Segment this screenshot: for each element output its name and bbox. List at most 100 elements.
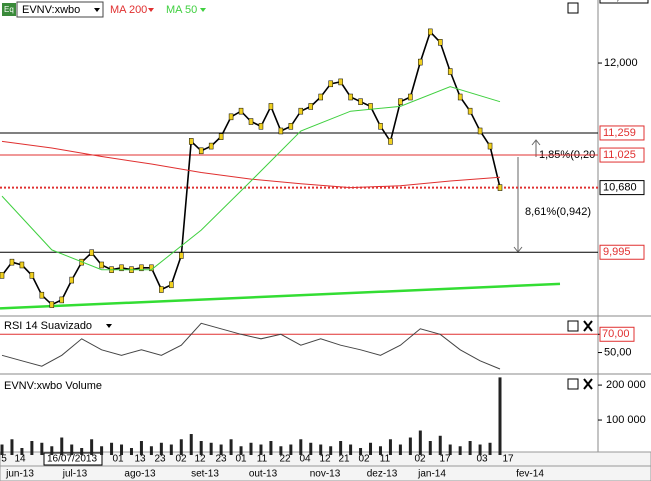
volume-bar [349,444,353,455]
price-mark [139,264,144,272]
volume-bar [488,442,492,455]
label-box [599,244,645,260]
price-mark [388,138,393,145]
price-mark [228,113,234,121]
price-mark [218,133,224,140]
price-mark [408,93,413,101]
price-mark [248,118,254,125]
price-mark [268,103,274,110]
month-label: jun-13 [5,469,34,480]
maximize-button[interactable] [567,2,579,14]
volume-bar [70,444,74,455]
date-label: 23 [154,454,166,465]
y-tick-label: 12,000 [604,57,638,69]
symbol-box[interactable] [16,1,104,18]
series-line [1,322,501,370]
volume-bar [110,442,114,455]
month-label: nov-13 [310,469,341,480]
date-label: 16/07/2013 [47,454,97,465]
volume-bar [189,434,193,455]
price-mark [99,261,104,269]
volume-bar [319,444,323,455]
date-label: 02 [175,454,187,465]
volume-bar [129,448,133,455]
price-mark [348,93,353,101]
series-header: RSI 14 Suavizado [4,320,92,332]
maximize-button[interactable] [567,320,579,332]
y-tick-label: 200 000 [606,379,646,391]
volume-bar [90,439,94,455]
price-mark [208,142,214,150]
price-mark [69,276,74,284]
annotation-arrow [531,139,541,157]
close-button[interactable] [583,320,593,332]
date-label: 23 [215,454,227,465]
volume-bar [339,441,343,455]
price-mark [457,93,463,101]
volume-bar [299,439,303,455]
date-label: 12 [194,454,206,465]
maximize-button[interactable] [567,378,579,390]
month-label: jul-13 [62,469,88,480]
month-label: jan-14 [417,469,446,480]
volume-bar [30,441,34,455]
date-label: 14 [14,454,26,465]
volume-bar [309,442,313,455]
volume-bar [159,442,163,455]
month-label: set-13 [191,469,219,480]
label-box [599,147,645,163]
date-label: 17 [502,454,514,465]
month-strip [0,465,651,481]
level-label: 9,995 [603,246,631,258]
volume-bar [438,435,442,455]
volume-bar [498,377,502,455]
volume-bar [169,444,173,455]
volume-bar [398,444,402,455]
annotation: 8,61%(0,942) [525,206,591,218]
label-box [599,125,645,141]
price-mark [487,142,493,150]
volume-bar [50,446,54,455]
price-mark [467,107,473,115]
volume-bar [269,441,273,455]
price-mark [59,296,65,304]
volume-bar [40,442,44,455]
dropdown-arrow [200,8,206,12]
level-label: 11,025 [603,149,636,161]
y-tick-label: 50,00 [604,346,632,358]
volume-bar [468,441,472,455]
date-label: 01 [112,454,124,465]
date-label: 5 [1,454,7,465]
series-header: EVNV:xwbo [22,4,80,16]
close-button[interactable] [583,378,593,390]
date-label: 01 [235,454,247,465]
label-box [599,0,649,4]
price-mark [238,107,244,115]
series-line [1,140,501,189]
y-tick-label: 70,00 [602,328,630,340]
price-mark [338,78,343,86]
dropdown-arrow [106,324,112,328]
y-tick-label: 12,721 [604,0,638,3]
y-tick-label: 100 000 [606,414,646,426]
dropdown-arrow [148,8,154,12]
price-mark [198,147,204,155]
level-label: 10,680 [603,182,637,194]
volume-bar [369,442,373,455]
volume-bar [229,439,233,455]
price-mark [428,28,433,36]
volume-bar [0,444,4,455]
eq-icon[interactable] [2,3,16,16]
volume-bar [279,446,283,455]
price-mark [278,127,284,135]
date-label: 22 [279,454,291,465]
price-mark [49,301,55,308]
volume-bar [448,444,452,455]
price-mark [308,103,314,110]
date-label: 02 [358,454,370,465]
volume-bar [20,448,24,455]
price-mark [318,93,323,101]
series-header: MA 200 [110,4,147,16]
